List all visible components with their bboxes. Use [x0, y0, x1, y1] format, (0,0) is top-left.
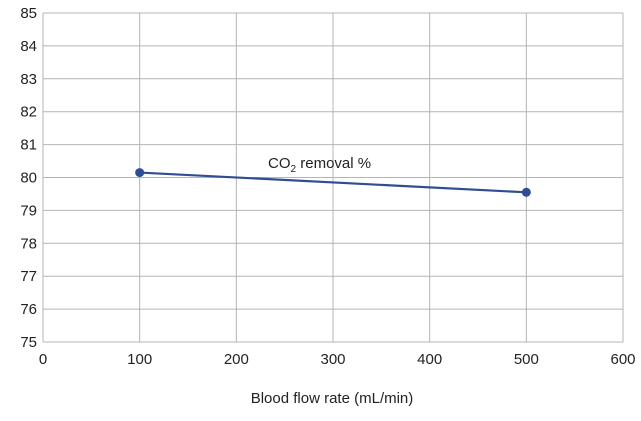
series-label: CO2 removal %	[268, 155, 371, 175]
y-tick-label: 80	[20, 170, 37, 187]
x-tick-label: 0	[39, 351, 47, 368]
y-tick-label: 81	[20, 137, 37, 154]
y-tick-label: 85	[20, 5, 37, 22]
y-tick-label: 79	[20, 202, 37, 219]
x-tick-label: 400	[417, 351, 442, 368]
x-axis-title: Blood flow rate (mL/min)	[251, 390, 414, 407]
y-tick-label: 77	[20, 268, 37, 285]
series-label-subscript: 2	[291, 164, 297, 175]
y-tick-label: 82	[20, 104, 37, 121]
grid	[42, 12, 624, 343]
x-tick-label: 600	[610, 351, 635, 368]
x-tick-label: 500	[514, 351, 539, 368]
series-label-main: CO	[268, 155, 291, 172]
y-tick-label: 78	[20, 235, 37, 252]
x-tick-labels: 0 100 200 300 400 500 600	[39, 351, 636, 368]
x-tick-label: 300	[320, 351, 345, 368]
series-layer	[135, 168, 531, 197]
y-tick-label: 84	[20, 38, 37, 55]
data-point	[135, 168, 145, 178]
series-label-rest: removal %	[296, 155, 371, 172]
y-tick-label: 76	[20, 301, 37, 318]
x-tick-label: 100	[127, 351, 152, 368]
data-point	[521, 187, 531, 197]
y-tick-label: 83	[20, 71, 37, 88]
y-tick-label: 75	[20, 334, 37, 351]
x-tick-label: 200	[224, 351, 249, 368]
series-line	[139, 171, 527, 194]
y-tick-labels: 75 76 77 78 79 80 81 82 83 84 85	[20, 5, 37, 351]
